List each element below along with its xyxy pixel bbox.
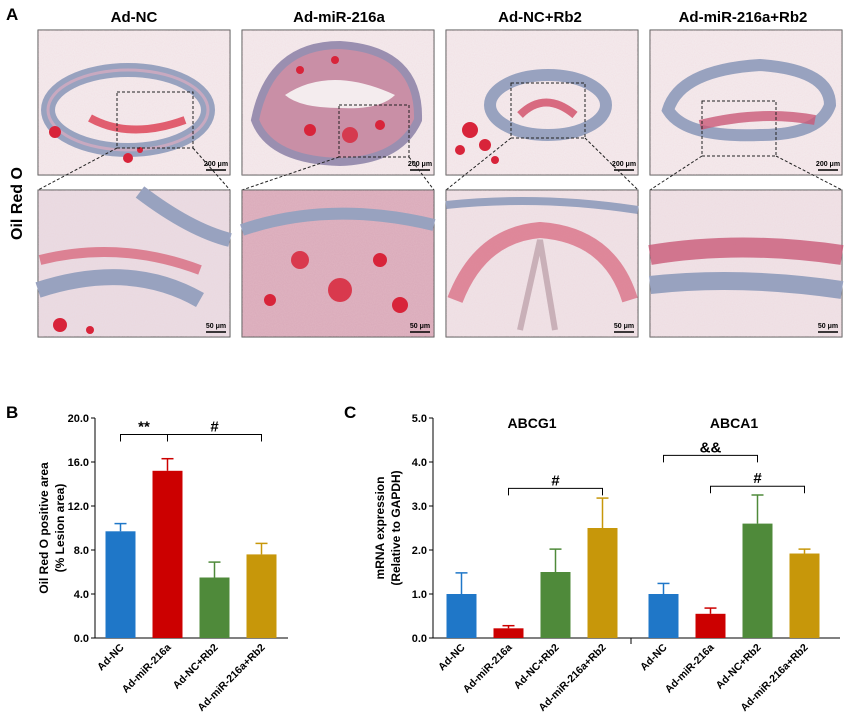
panel-b-category-label: Ad-miR-216a bbox=[120, 642, 174, 696]
micrograph-top-4 bbox=[649, 29, 843, 176]
scale-label-bottom-3: 50 μm bbox=[614, 323, 634, 330]
panel-c-y-tick-label: 2.0 bbox=[412, 545, 427, 557]
panel-c-group-2-bar bbox=[695, 613, 726, 638]
scale-label-top-1: 200 μm bbox=[204, 161, 228, 168]
group-title-3: Ad-NC+Rb2 bbox=[498, 9, 582, 26]
chart-c: 0.01.02.03.04.05.0Ad-NCAd-miR-216aAd-NC+… bbox=[412, 413, 840, 714]
panel-a: A Oil Red O Ad-NC Ad-miR-216a Ad-NC+Rb2 … bbox=[6, 5, 844, 338]
panel-b-category-label: Ad-NC bbox=[95, 641, 127, 673]
micrograph-top-1 bbox=[37, 29, 231, 176]
micrograph-bottom-4 bbox=[648, 189, 844, 338]
panel-c-group-1-category-label: Ad-NC+Rb2 bbox=[512, 642, 562, 692]
panel-b-letter: B bbox=[6, 403, 18, 422]
panel-c-y-tick-label: 5.0 bbox=[412, 413, 427, 425]
panel-b-significance-label: ** bbox=[138, 419, 150, 436]
zoom-guides bbox=[37, 137, 843, 191]
panel-c-y-tick-label: 3.0 bbox=[412, 501, 427, 513]
scale-label-top-2: 200 μm bbox=[408, 161, 432, 168]
panel-b-bar bbox=[199, 577, 230, 638]
group-title-2: Ad-miR-216a bbox=[293, 9, 385, 26]
micrograph-bottom-2 bbox=[240, 189, 436, 338]
panel-c-group-1-category-label: Ad-miR-216a bbox=[461, 642, 515, 696]
panel-c-group-1-bar bbox=[540, 572, 571, 638]
scale-label-top-4: 200 μm bbox=[816, 161, 840, 168]
panel-b-y-tick-label: 8.0 bbox=[74, 545, 89, 557]
panel-c-group-1-bar bbox=[587, 528, 618, 638]
panel-c-group-2-significance-label: # bbox=[753, 470, 762, 487]
scale-label-bottom-4: 50 μm bbox=[818, 323, 838, 330]
row-label: Oil Red O bbox=[9, 167, 26, 240]
panel-c-ylabel-2: (Relative to GAPDH) bbox=[389, 470, 403, 585]
panel-b-ylabel-2: (% Lesion area) bbox=[53, 484, 67, 573]
panel-c-ylabel-1: mRNA expression bbox=[373, 477, 387, 580]
panel-b-y-tick-label: 0.0 bbox=[74, 633, 89, 645]
panel-c-y-tick-label: 4.0 bbox=[412, 457, 427, 469]
panel-b-y-tick-label: 16.0 bbox=[68, 457, 89, 469]
micrograph-bottom-3 bbox=[445, 189, 639, 338]
panel-c-group-2-significance-bracket bbox=[663, 454, 758, 463]
panel-c-y-tick-label: 0.0 bbox=[412, 633, 427, 645]
panel-b: B Oil Red O positive area (% Lesion area… bbox=[6, 403, 288, 714]
micrograph-top-2 bbox=[241, 29, 435, 176]
panel-c-group-title: ABCA1 bbox=[710, 415, 758, 431]
panel-c-group-1-bar bbox=[493, 628, 524, 638]
panel-c-group-2-bar bbox=[648, 594, 679, 638]
panel-b-y-tick-label: 12.0 bbox=[68, 501, 89, 513]
panel-b-y-tick-label: 20.0 bbox=[68, 413, 89, 425]
panel-a-letter: A bbox=[6, 5, 18, 24]
panel-c: C mRNA expression (Relative to GAPDH) 0.… bbox=[344, 403, 840, 714]
panel-c-group-2-bar bbox=[789, 553, 820, 638]
panel-c-group-2-category-label: Ad-miR-216a bbox=[663, 642, 717, 696]
panel-b-significance-label: # bbox=[210, 419, 219, 436]
panel-b-y-tick-label: 4.0 bbox=[74, 589, 89, 601]
chart-b: 0.0 4.0 8.0 12.0 16.0 20.0 Ad-NCAd-miR-216aAd-… bbox=[68, 413, 288, 714]
panel-c-group-2-category-label: Ad-NC+Rb2 bbox=[714, 642, 764, 692]
panel-b-ylabel-1: Oil Red O positive area bbox=[37, 462, 51, 594]
panel-c-group-2-significance-bracket bbox=[710, 485, 805, 494]
panel-b-bar bbox=[105, 531, 136, 638]
panel-c-group-2-bar bbox=[742, 523, 773, 638]
panel-c-group-1-significance-label: # bbox=[551, 472, 560, 489]
scale-label-bottom-1: 50 μm bbox=[206, 323, 226, 330]
group-title-4: Ad-miR-216a+Rb2 bbox=[679, 9, 808, 26]
panel-c-group-2-significance-label: && bbox=[700, 439, 722, 456]
panel-b-significance-bracket bbox=[167, 434, 262, 442]
panel-b-bar bbox=[152, 470, 183, 638]
panel-b-significance-bracket bbox=[120, 434, 168, 442]
group-title-1: Ad-NC bbox=[111, 9, 158, 26]
panel-c-group-title: ABCG1 bbox=[507, 415, 556, 431]
scale-label-bottom-2: 50 μm bbox=[410, 323, 430, 330]
micrograph-top-3 bbox=[445, 29, 639, 176]
micrograph-bottom-1 bbox=[35, 186, 232, 338]
panel-b-bar bbox=[246, 554, 277, 638]
panel-c-group-1-significance-bracket bbox=[508, 487, 603, 496]
scale-label-top-3: 200 μm bbox=[612, 161, 636, 168]
panel-c-group-2-category-label: Ad-NC bbox=[638, 641, 670, 673]
panel-b-category-label: Ad-NC+Rb2 bbox=[171, 642, 221, 692]
panel-c-letter: C bbox=[344, 403, 356, 422]
panel-c-y-tick-label: 1.0 bbox=[412, 589, 427, 601]
panel-c-group-1-bar bbox=[446, 594, 477, 638]
panel-c-group-1-category-label: Ad-NC bbox=[436, 641, 468, 673]
